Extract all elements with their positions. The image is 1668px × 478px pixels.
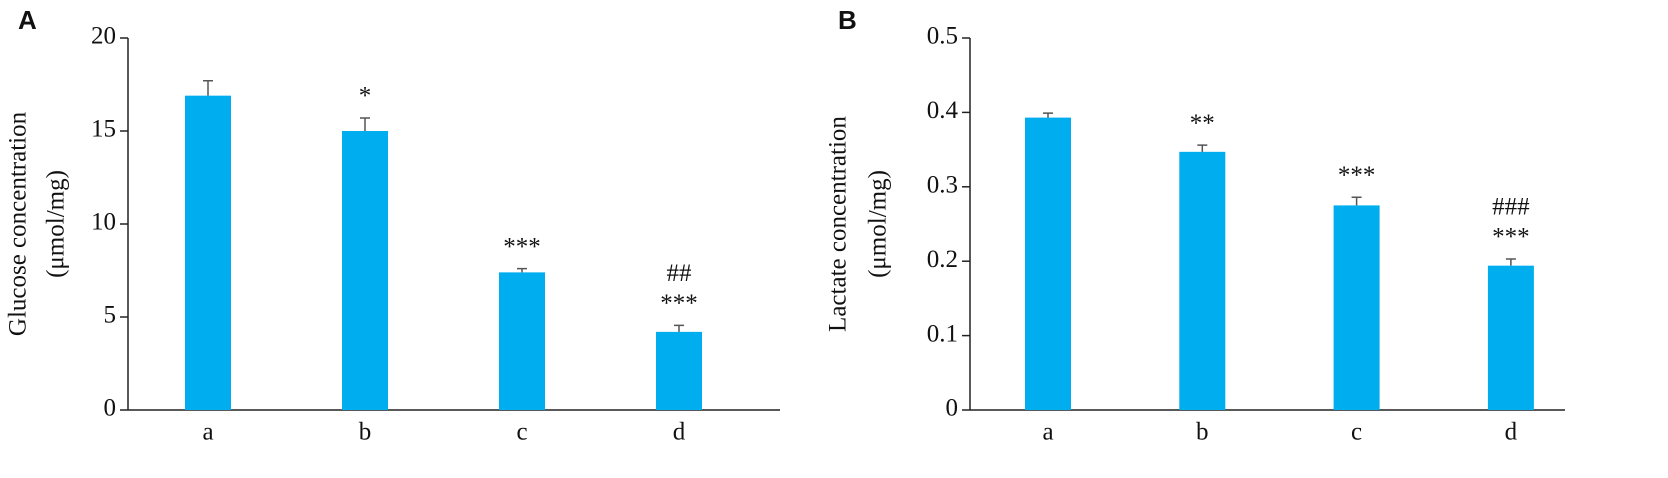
error-bar — [674, 324, 684, 332]
bar — [185, 95, 231, 410]
bar — [342, 131, 388, 410]
x-tick-label: c — [516, 419, 527, 446]
x-tick-label: b — [1196, 419, 1209, 446]
error-bar — [203, 80, 213, 96]
panel-label: A — [18, 5, 37, 35]
x-tick-label: b — [359, 419, 372, 446]
error-bar — [1351, 196, 1362, 206]
y-axis-label: Lactate concentration — [825, 116, 852, 332]
x-tick-label: a — [202, 419, 213, 446]
bar — [1487, 265, 1534, 410]
y-tick-label: 5 — [104, 302, 117, 329]
bar — [499, 272, 545, 410]
error-bar — [1043, 112, 1053, 118]
significance-label: *** — [1338, 162, 1376, 189]
y-tick-label: 0 — [104, 395, 117, 422]
error-bar — [360, 117, 370, 131]
y-tick-label: 0 — [946, 395, 959, 422]
bar — [1179, 151, 1226, 410]
x-tick-label: a — [1042, 419, 1053, 446]
x-tick-label: c — [1351, 419, 1362, 446]
significance-label: ## — [667, 260, 693, 287]
y-tick-label: 0.4 — [927, 97, 959, 124]
significance-label: ### — [1492, 194, 1530, 221]
y-tick-label: 0.5 — [927, 23, 958, 50]
y-axis-label: (μmol/mg) — [43, 170, 70, 278]
significance-label: *** — [1492, 224, 1530, 251]
significance-label: ** — [1190, 110, 1215, 137]
panel-label: B — [838, 5, 857, 35]
error-bar — [1197, 144, 1208, 152]
significance-label: *** — [503, 233, 541, 260]
significance-label: *** — [660, 290, 698, 317]
bar — [1025, 117, 1071, 410]
y-axis-label: (μmol/mg) — [865, 170, 892, 278]
y-tick-label: 0.3 — [927, 172, 958, 199]
y-tick-label: 20 — [91, 23, 116, 50]
significance-label: * — [359, 83, 372, 110]
bar — [1333, 205, 1380, 410]
y-axis-label: Glucose concentration — [5, 111, 32, 336]
x-tick-label: d — [673, 419, 686, 446]
y-tick-label: 15 — [91, 116, 116, 143]
error-bar — [517, 267, 527, 273]
y-tick-label: 10 — [91, 209, 116, 236]
y-tick-label: 0.2 — [927, 246, 958, 273]
bar — [656, 331, 702, 410]
x-tick-label: d — [1505, 419, 1518, 446]
error-bar — [1505, 258, 1516, 266]
y-tick-label: 0.1 — [927, 320, 958, 347]
